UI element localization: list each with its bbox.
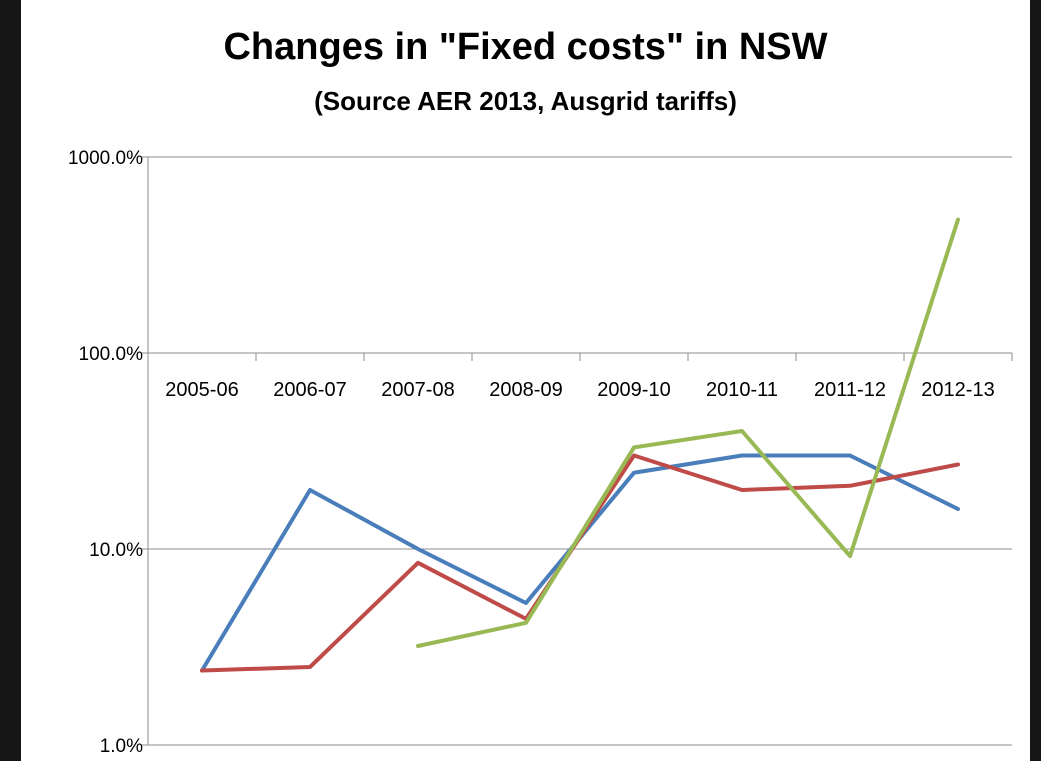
category-axis [147, 353, 1013, 361]
tick-labels: 1.0% 10.0% 100.0% 1000.0% 2005-06 2006-07 2007… [68, 148, 995, 757]
x-tick-label: 2011-12 [814, 379, 886, 401]
x-tick-label: 2005-06 [165, 379, 238, 401]
y-tick-label: 10.0% [89, 540, 143, 561]
x-tick-label: 2007-08 [381, 379, 454, 401]
series-line-2 [200, 453, 960, 673]
chart-subtitle: (Source AER 2013, Ausgrid tariffs) [314, 86, 737, 116]
chart-title: Changes in "Fixed costs" in NSW [223, 26, 828, 68]
y-tick-label: 100.0% [79, 344, 144, 365]
chart-frame: Changes in "Fixed costs" in NSW (Source … [21, 0, 1030, 761]
x-tick-label: 2008-09 [489, 379, 562, 401]
series-line-3 [416, 217, 960, 648]
x-tick-label: 2006-07 [273, 379, 346, 401]
gridlines [142, 156, 1012, 746]
series-lines [200, 217, 960, 673]
y-tick-label: 1000.0% [68, 148, 143, 169]
x-tick-label: 2010-11 [706, 379, 778, 401]
y-tick-label: 1.0% [100, 736, 143, 757]
x-tick-label: 2009-10 [597, 379, 670, 401]
x-tick-label: 2012-13 [921, 379, 994, 401]
line-chart: 1.0% 10.0% 100.0% 1000.0% 2005-06 2006-07 2007… [68, 148, 1013, 757]
